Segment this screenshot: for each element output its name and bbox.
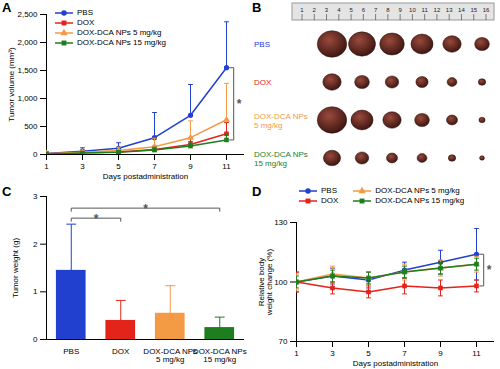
svg-text:3: 3	[330, 349, 335, 358]
svg-text:*: *	[237, 97, 242, 111]
svg-text:1: 1	[44, 162, 49, 171]
svg-text:9: 9	[438, 349, 443, 358]
html-text:DOX-DCA NPs 15 mg/kg: DOX-DCA NPs 15 mg/kg	[77, 38, 166, 47]
svg-text:7: 7	[152, 162, 157, 171]
svg-text:7: 7	[402, 349, 407, 358]
html-text:DOX-DCA NPs 15 mg/kg: DOX-DCA NPs 15 mg/kg	[375, 196, 465, 205]
svg-text:130: 130	[274, 218, 288, 227]
svg-text:0: 0	[33, 335, 38, 344]
html-text:DOX-DCA NPs 5 mg/kg: DOX-DCA NPs 5 mg/kg	[77, 28, 162, 37]
svg-text:15: 15	[470, 7, 477, 13]
html-text:DOX: DOX	[77, 18, 95, 27]
svg-text:7: 7	[374, 7, 378, 13]
svg-text:DOX-DCA NPs5 mg/kg: DOX-DCA NPs5 mg/kg	[254, 112, 308, 130]
svg-text:4: 4	[337, 7, 341, 13]
svg-text:10: 10	[409, 7, 416, 13]
svg-text:Days postadministration: Days postadministration	[103, 172, 188, 181]
svg-text:11: 11	[422, 7, 429, 13]
svg-text:9: 9	[188, 162, 193, 171]
svg-text:9: 9	[398, 7, 402, 13]
svg-text:DOX-DCA NPs5 mg/kg: DOX-DCA NPs5 mg/kg	[143, 347, 197, 364]
svg-text:1: 1	[300, 7, 304, 13]
svg-text:500: 500	[24, 122, 38, 131]
svg-text:3: 3	[325, 7, 329, 13]
svg-text:3: 3	[80, 162, 85, 171]
html-text:B: B	[252, 0, 262, 15]
html-text:C: C	[2, 184, 12, 199]
svg-text:14: 14	[458, 7, 465, 13]
svg-text:DOX-DCA NPs15 mg/kg: DOX-DCA NPs15 mg/kg	[193, 347, 247, 364]
svg-text:11: 11	[472, 349, 481, 358]
html-text:DOX: DOX	[321, 196, 339, 205]
html-text:DOX-DCA NPs 5 mg/kg: DOX-DCA NPs 5 mg/kg	[375, 186, 460, 195]
svg-text:Days postadministration: Days postadministration	[353, 359, 438, 368]
svg-text:100: 100	[274, 278, 288, 287]
svg-text:6: 6	[362, 7, 366, 13]
svg-text:DOX-DCA NPs15 mg/kg: DOX-DCA NPs15 mg/kg	[254, 150, 308, 168]
html-text:D: D	[252, 184, 262, 199]
svg-text:DOX: DOX	[254, 78, 272, 87]
svg-text:1: 1	[294, 349, 299, 358]
html-text:PBS: PBS	[77, 8, 93, 17]
svg-text:12: 12	[434, 7, 441, 13]
svg-text:Relative bodyweight change (%): Relative bodyweight change (%)	[257, 249, 274, 317]
svg-text:11: 11	[222, 162, 231, 171]
svg-text:*: *	[94, 212, 99, 226]
svg-text:2,500: 2,500	[17, 10, 38, 19]
svg-text:13: 13	[446, 7, 453, 13]
svg-text:1: 1	[33, 287, 38, 296]
svg-text:0: 0	[33, 150, 38, 159]
html-text:A: A	[2, 0, 12, 15]
svg-text:2: 2	[33, 240, 38, 249]
svg-text:3: 3	[33, 192, 38, 201]
svg-text:DOX: DOX	[112, 347, 130, 356]
svg-text:PBS: PBS	[63, 347, 79, 356]
svg-text:Tumor volume (mm³): Tumor volume (mm³)	[7, 47, 16, 122]
svg-text:5: 5	[116, 162, 121, 171]
svg-text:1,500: 1,500	[17, 66, 38, 75]
svg-text:5: 5	[366, 349, 371, 358]
html-text:PBS: PBS	[321, 186, 337, 195]
svg-text:2,000: 2,000	[17, 38, 38, 47]
svg-text:2: 2	[313, 7, 317, 13]
svg-text:PBS: PBS	[254, 40, 270, 49]
svg-text:*: *	[143, 202, 148, 216]
svg-text:16: 16	[483, 7, 490, 13]
svg-text:*: *	[487, 263, 492, 277]
svg-text:8: 8	[386, 7, 390, 13]
svg-text:Tumor weight (g): Tumor weight (g)	[11, 238, 20, 299]
svg-text:5: 5	[349, 7, 353, 13]
svg-text:1,000: 1,000	[17, 94, 38, 103]
svg-text:70: 70	[279, 337, 288, 346]
